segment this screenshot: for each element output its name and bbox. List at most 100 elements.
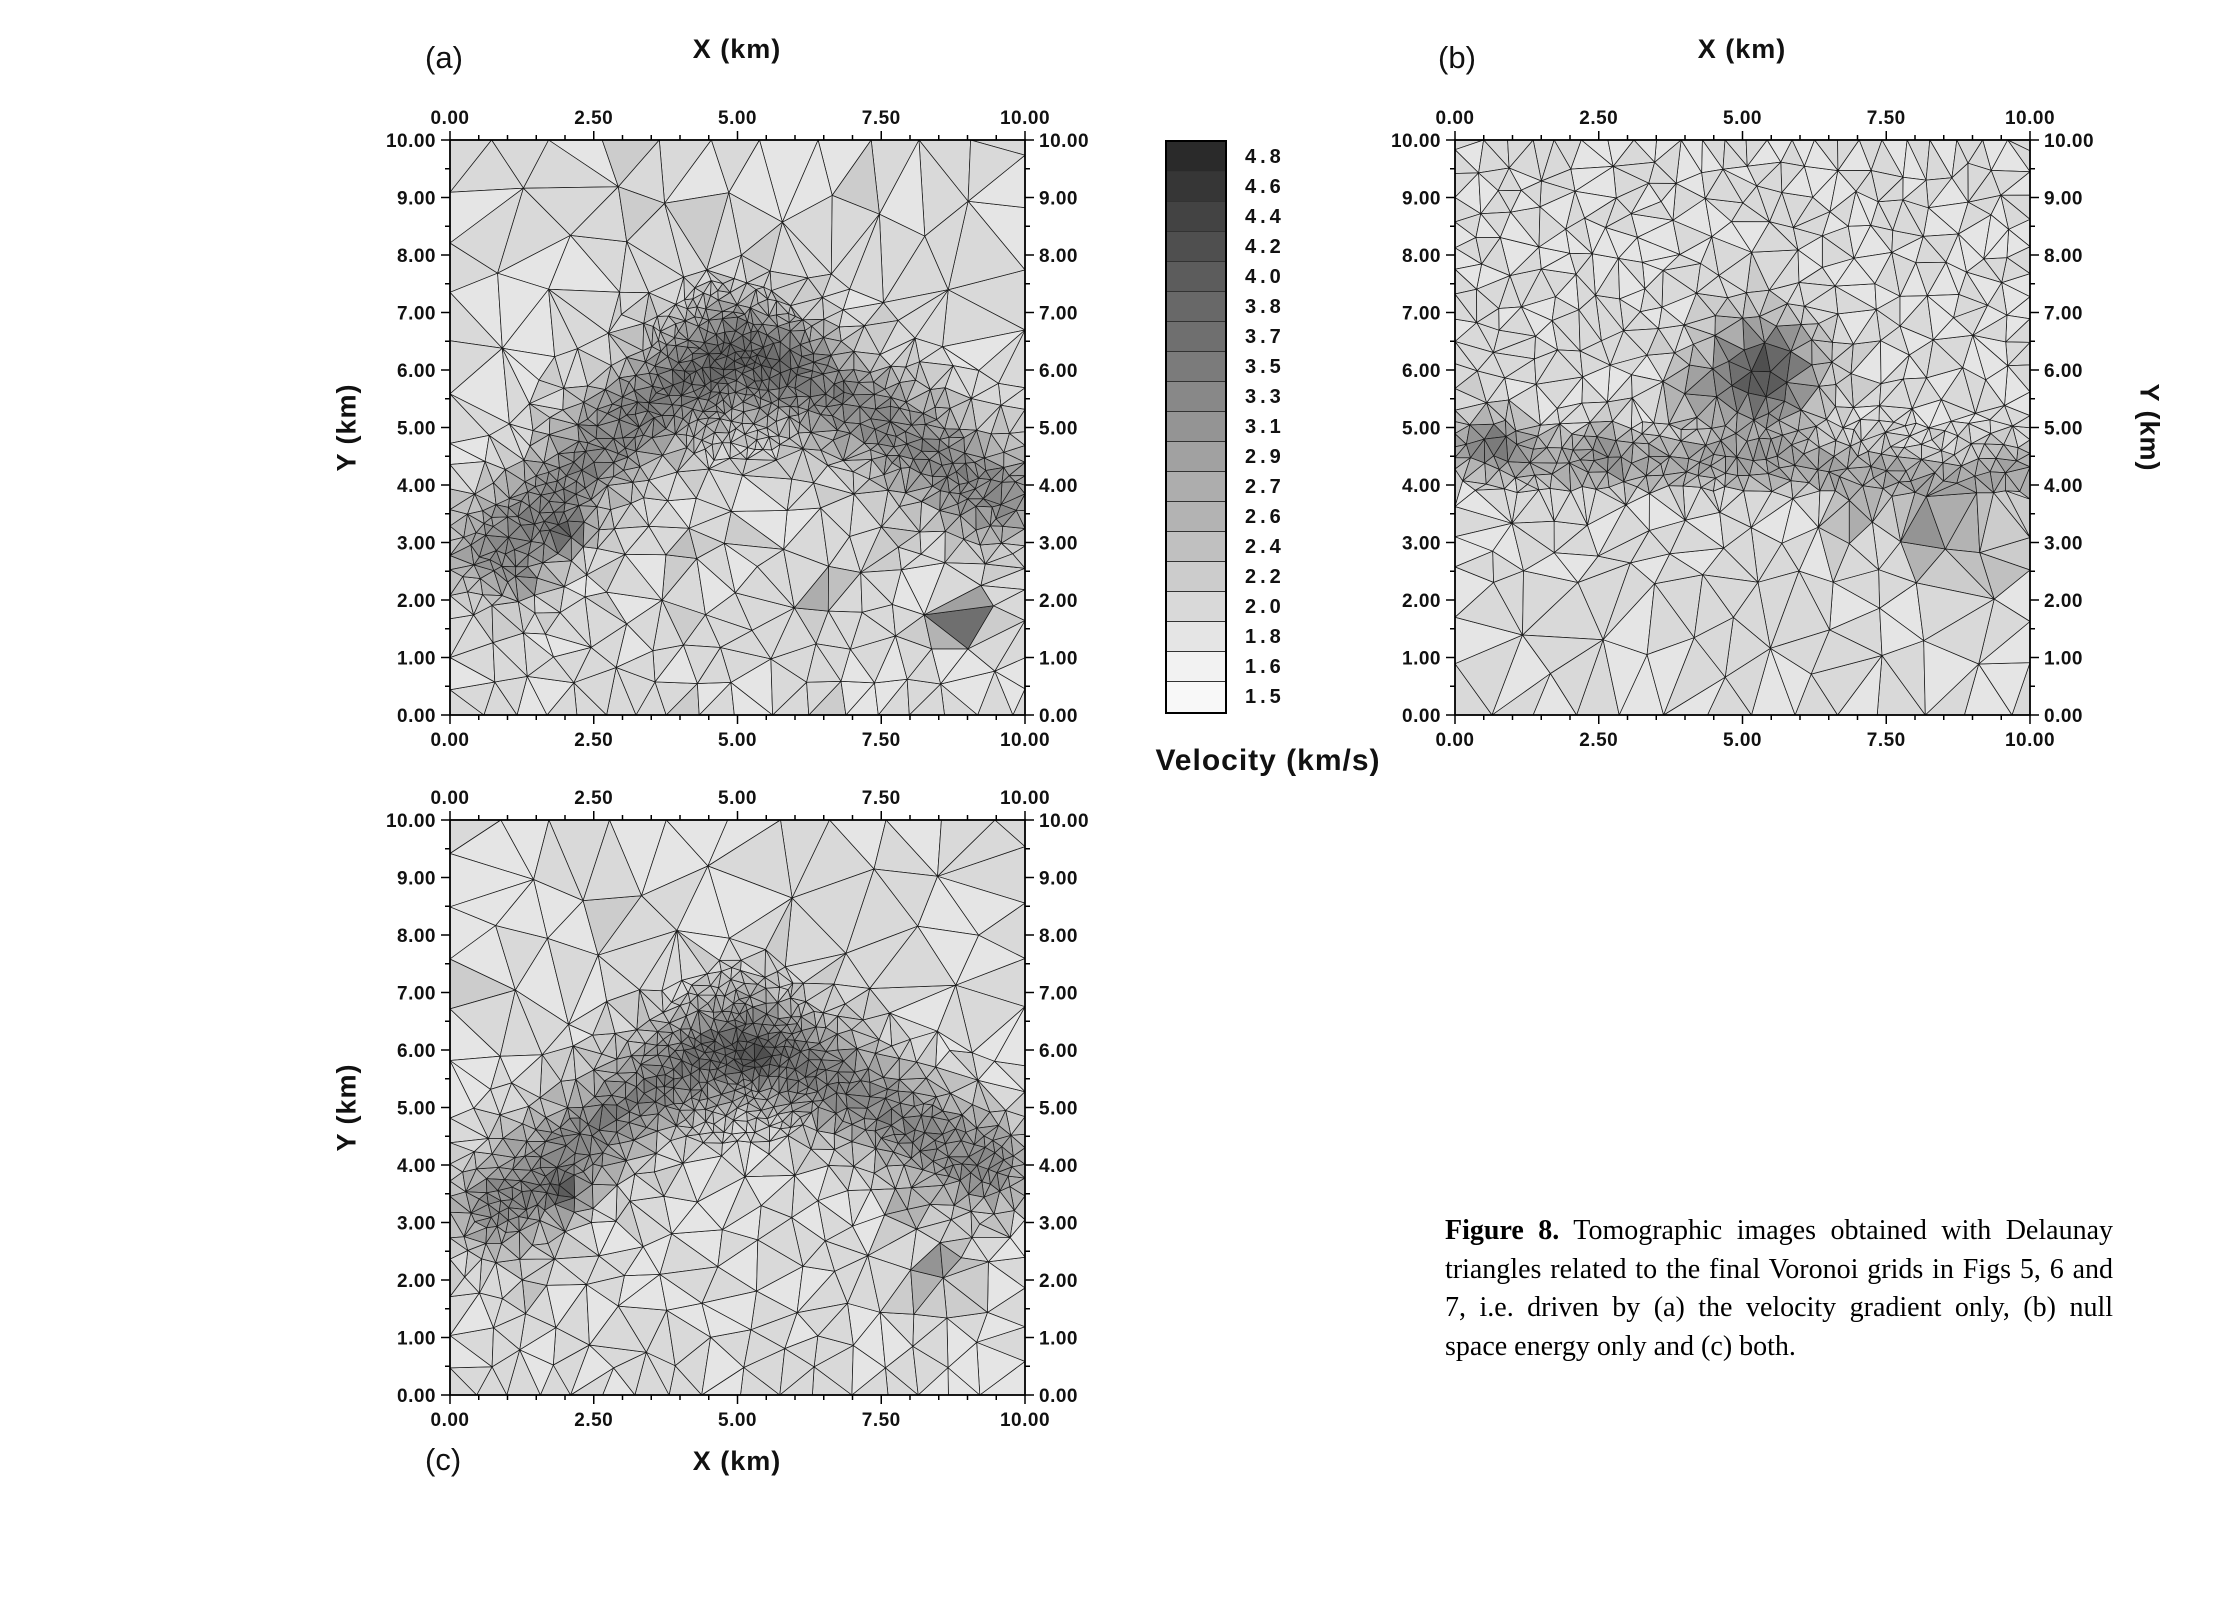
mesh-triangle	[889, 407, 912, 426]
mesh-triangle	[815, 643, 851, 682]
mesh-triangle	[808, 1048, 822, 1061]
mesh-triangle	[802, 432, 822, 451]
mesh-triangle	[620, 396, 639, 407]
mesh-triangle	[467, 510, 485, 524]
mesh-triangle	[778, 1066, 788, 1080]
mesh-triangle	[1746, 161, 1782, 187]
mesh-triangle	[1520, 180, 1542, 208]
mesh-triangle	[838, 309, 865, 328]
mesh-triangle	[1597, 504, 1650, 557]
mesh-triangle	[705, 299, 723, 312]
mesh-triangle	[548, 467, 560, 482]
mesh-triangle	[1925, 480, 1958, 497]
mesh-triangle	[771, 290, 791, 307]
mesh-triangle	[657, 1045, 670, 1057]
mesh-triangle	[992, 1125, 1012, 1141]
mesh-triangle	[929, 1184, 955, 1206]
mesh-triangle	[515, 566, 529, 577]
colorbar-band	[1167, 592, 1225, 622]
tick-label: 10.00	[1000, 730, 1050, 751]
mesh-triangle	[1765, 419, 1783, 436]
mesh-triangle	[546, 1183, 559, 1196]
tick-label: 3.00	[397, 534, 436, 555]
mesh-triangle	[1797, 425, 1817, 440]
mesh-triangle	[733, 351, 742, 362]
mesh-triangle	[659, 1274, 703, 1311]
tick-label: 2.00	[1039, 591, 1078, 612]
tick-label: 1.00	[2044, 649, 2083, 670]
mesh-triangle	[651, 326, 659, 347]
mesh-triangle	[1743, 474, 1773, 492]
mesh-triangle	[507, 575, 519, 602]
mesh-triangle	[449, 879, 534, 926]
tick-labels: 0.000.002.502.505.005.007.507.5010.0010.…	[1391, 108, 2094, 751]
mesh-triangle	[1462, 457, 1486, 482]
mesh-triangle	[722, 316, 739, 332]
mesh-triangle	[845, 1080, 861, 1095]
tick-label: 2.00	[397, 591, 436, 612]
tick-label: 10.00	[1000, 788, 1050, 809]
tick-label: 5.00	[1039, 419, 1078, 440]
mesh-triangle	[696, 292, 707, 310]
mesh-triangle	[953, 1193, 972, 1212]
mesh-triangle	[491, 1138, 516, 1158]
mesh-triangle	[895, 1187, 912, 1210]
mesh-triangle	[1790, 339, 1813, 366]
mesh-triangle	[714, 1032, 726, 1048]
tick-label: 4.00	[397, 476, 436, 497]
tick-label: 7.50	[862, 108, 901, 129]
tick-label: 0.00	[431, 730, 470, 751]
tick-label: 7.00	[2044, 304, 2083, 325]
colorbar-value-label: 1.8	[1245, 625, 1285, 648]
mesh-triangle	[661, 415, 675, 430]
mesh-triangle	[694, 1038, 702, 1049]
mesh-triangle	[744, 1043, 755, 1061]
colorbar-value-label: 4.8	[1245, 145, 1285, 168]
mesh-triangle	[1735, 433, 1748, 458]
mesh-triangle	[975, 505, 991, 531]
tick-label: 9.00	[397, 869, 436, 890]
tick-label: 8.00	[1039, 926, 1078, 947]
mesh-triangle	[1718, 251, 1752, 294]
mesh-triangle	[1553, 552, 1599, 583]
tick-label: 9.00	[397, 189, 436, 210]
tick-label: 6.00	[397, 361, 436, 382]
mesh-triangle	[1995, 444, 2017, 462]
tick-label: 8.00	[397, 246, 436, 267]
mesh-triangle	[812, 361, 824, 375]
mesh-triangle	[937, 984, 973, 1054]
mesh-triangle	[642, 1233, 673, 1275]
mesh-triangle	[668, 315, 686, 325]
mesh-triangle	[1474, 488, 1513, 524]
mesh-triangle	[697, 1010, 712, 1035]
mesh-triangle	[959, 488, 976, 500]
mesh-triangle	[640, 1054, 658, 1065]
mesh-triangle	[1945, 233, 1967, 273]
mesh-triangle	[1967, 162, 1992, 203]
mesh-triangle	[1848, 521, 1879, 571]
colorbar-value-label: 1.6	[1245, 655, 1285, 678]
mesh-triangle	[797, 1016, 802, 1031]
mesh-triangle	[1724, 472, 1739, 487]
tick-label: 5.00	[718, 788, 757, 809]
mesh-triangle	[923, 614, 969, 650]
mesh-triangle	[1511, 522, 1555, 572]
mesh-triangle	[1950, 420, 1969, 437]
mesh-triangle	[542, 560, 572, 587]
mesh-triangle	[687, 339, 701, 349]
mesh-triangle	[1642, 254, 1681, 271]
tick-label: 10.00	[1039, 811, 1089, 832]
mesh-triangle	[788, 1047, 801, 1059]
mesh-triangle	[754, 380, 763, 390]
mesh-triangle	[874, 1124, 892, 1139]
mesh-triangle	[921, 490, 941, 511]
axis-ticks	[441, 131, 1034, 724]
colorbar-value-label: 4.6	[1245, 175, 1285, 198]
mesh-triangle	[607, 476, 634, 486]
colorbar-band	[1167, 622, 1225, 652]
mesh-triangle	[1713, 477, 1726, 492]
tick-label: 8.00	[2044, 246, 2083, 267]
mesh-triangle	[1579, 350, 1611, 378]
mesh-triangle	[535, 1117, 553, 1133]
panel-a-y-axis-title: Y (km)	[331, 383, 362, 472]
